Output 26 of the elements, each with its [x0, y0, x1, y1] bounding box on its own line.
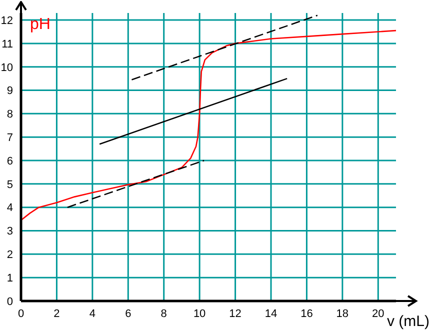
y-axis-title: pH	[30, 16, 50, 34]
x-tick-label: 12	[229, 308, 242, 320]
y-tick-label: 0	[6, 296, 13, 308]
y-tick-label: 8	[6, 108, 13, 121]
y-tick-label: 1	[6, 272, 13, 284]
x-tick-label: 18	[336, 308, 349, 320]
y-tick-label: 2	[6, 249, 13, 262]
y-tick-label: 9	[6, 85, 13, 98]
x-tick-label: 10	[193, 308, 206, 320]
x-tick-label: 8	[160, 308, 167, 320]
y-tick-label: 6	[6, 155, 13, 168]
y-tick-label: 7	[6, 132, 13, 144]
x-tick-label: 6	[125, 308, 132, 320]
x-tick-label: 16	[300, 308, 313, 320]
y-tick-label: 5	[6, 178, 13, 191]
x-tick-label: 20	[372, 308, 384, 320]
y-tick-label: 10	[0, 62, 13, 74]
y-tick-label: 3	[6, 226, 13, 238]
x-tick-label: 4	[89, 308, 96, 320]
x-tick-label: 0	[18, 308, 24, 320]
y-tick-label: 11	[2, 38, 13, 50]
x-tick-label: 2	[54, 308, 60, 320]
y-tick-label: 12	[0, 14, 13, 27]
y-tick-label: 4	[6, 202, 13, 214]
x-tick-label: 14	[264, 308, 278, 320]
x-axis-title: v (mL)	[387, 313, 430, 331]
